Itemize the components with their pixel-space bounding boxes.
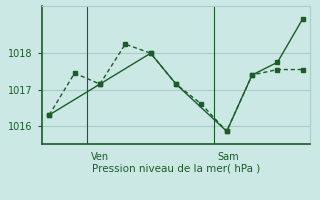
X-axis label: Pression niveau de la mer( hPa ): Pression niveau de la mer( hPa ): [92, 163, 260, 173]
Text: Sam: Sam: [218, 152, 239, 162]
Text: Ven: Ven: [91, 152, 109, 162]
